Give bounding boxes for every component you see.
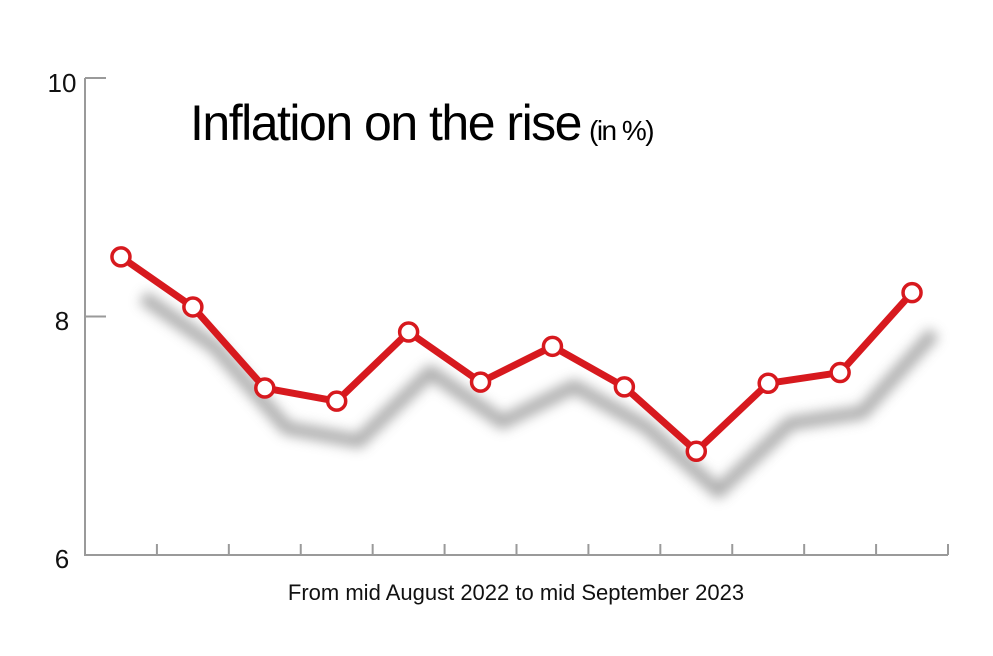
data-point <box>469 371 492 393</box>
data-point <box>254 377 276 399</box>
chart-title-unit: (in %) <box>589 115 653 146</box>
data-point <box>901 281 923 304</box>
x-axis-label: From mid August 2022 to mid September 20… <box>288 580 744 605</box>
series-shadow <box>138 291 940 499</box>
series-polyline <box>118 254 915 455</box>
axes <box>84 77 949 556</box>
data-point <box>541 335 564 358</box>
data-point <box>182 296 204 318</box>
data-point <box>613 376 636 398</box>
y-tick-label-8: 8 <box>55 306 69 336</box>
y-tick-label-10: 10 <box>48 68 77 98</box>
data-point <box>397 321 420 343</box>
data-point <box>325 390 348 412</box>
chart-title-text: Inflation on the rise <box>190 95 581 151</box>
data-point <box>685 440 708 463</box>
data-point <box>829 361 851 384</box>
y-tick-label-6: 6 <box>55 544 69 574</box>
series-line <box>110 246 923 463</box>
chart-title: Inflation on the rise (in %) <box>190 95 653 151</box>
data-point <box>110 246 132 268</box>
shadow-line <box>138 291 940 499</box>
data-point <box>757 372 779 395</box>
